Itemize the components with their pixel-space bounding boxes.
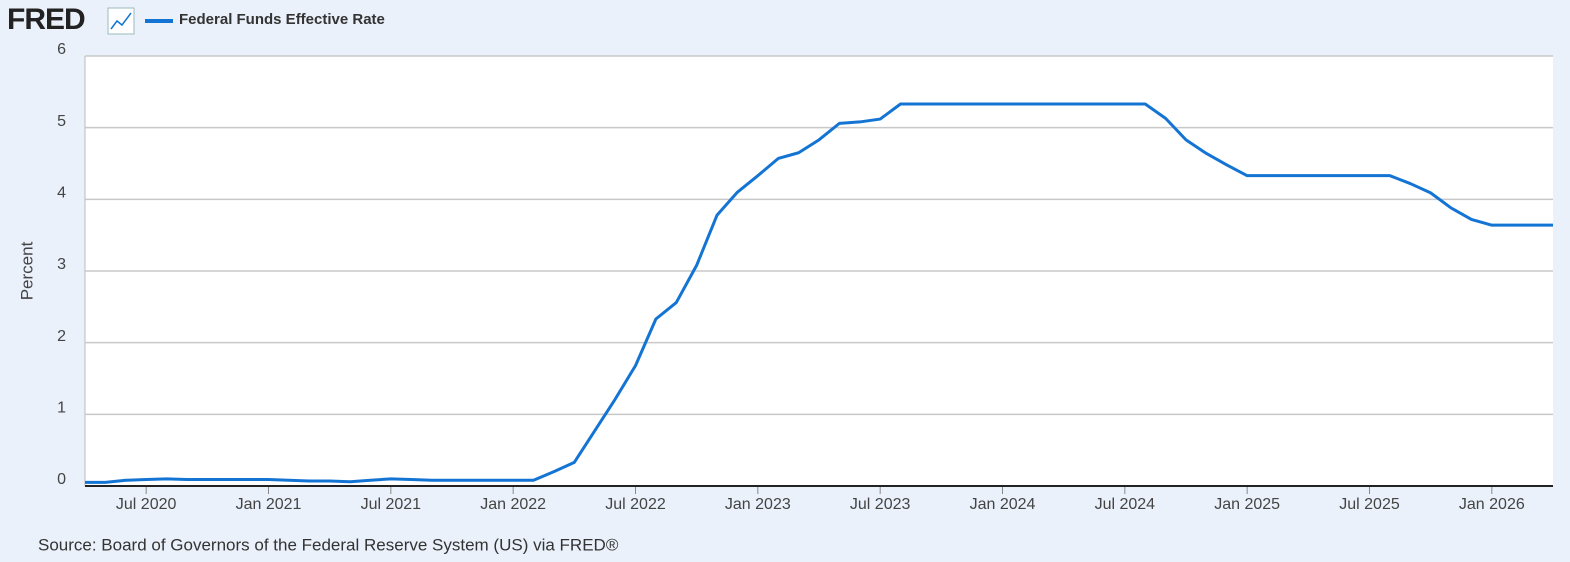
y-tick-label: 1	[57, 400, 66, 417]
y-tick-label: 3	[57, 256, 66, 273]
data-line	[85, 102, 1553, 484]
x-tick-label: Jul 2021	[361, 496, 422, 513]
y-axis-label: Percent	[17, 241, 36, 300]
x-tick-label: Jan 2023	[725, 496, 791, 513]
x-tick-label: Jan 2026	[1459, 496, 1525, 513]
x-tick-label: Jul 2024	[1095, 496, 1156, 513]
legend-label: Federal Funds Effective Rate	[179, 11, 385, 28]
y-tick-label: 5	[57, 113, 66, 130]
x-tick-label: Jan 2022	[480, 496, 546, 513]
chart-icon[interactable]	[107, 7, 135, 35]
y-tick-label: 2	[57, 328, 66, 345]
x-tick-label: Jul 2020	[116, 496, 177, 513]
y-tick-label: 4	[57, 185, 66, 202]
y-tick-label: 6	[57, 41, 66, 58]
x-tick-label: Jul 2023	[850, 496, 911, 513]
x-tick-label: Jul 2025	[1339, 496, 1400, 513]
x-tick-label: Jan 2021	[236, 496, 302, 513]
chart-icon-line	[110, 12, 132, 30]
logo[interactable]: FRED	[7, 3, 86, 36]
x-tick-label: Jan 2024	[970, 496, 1036, 513]
source: Source: Board of Governors of the Federa…	[38, 535, 619, 554]
x-tick-label: Jul 2022	[605, 496, 666, 513]
y-tick-label: 0	[57, 471, 66, 488]
x-tick-label: Jan 2025	[1214, 496, 1280, 513]
